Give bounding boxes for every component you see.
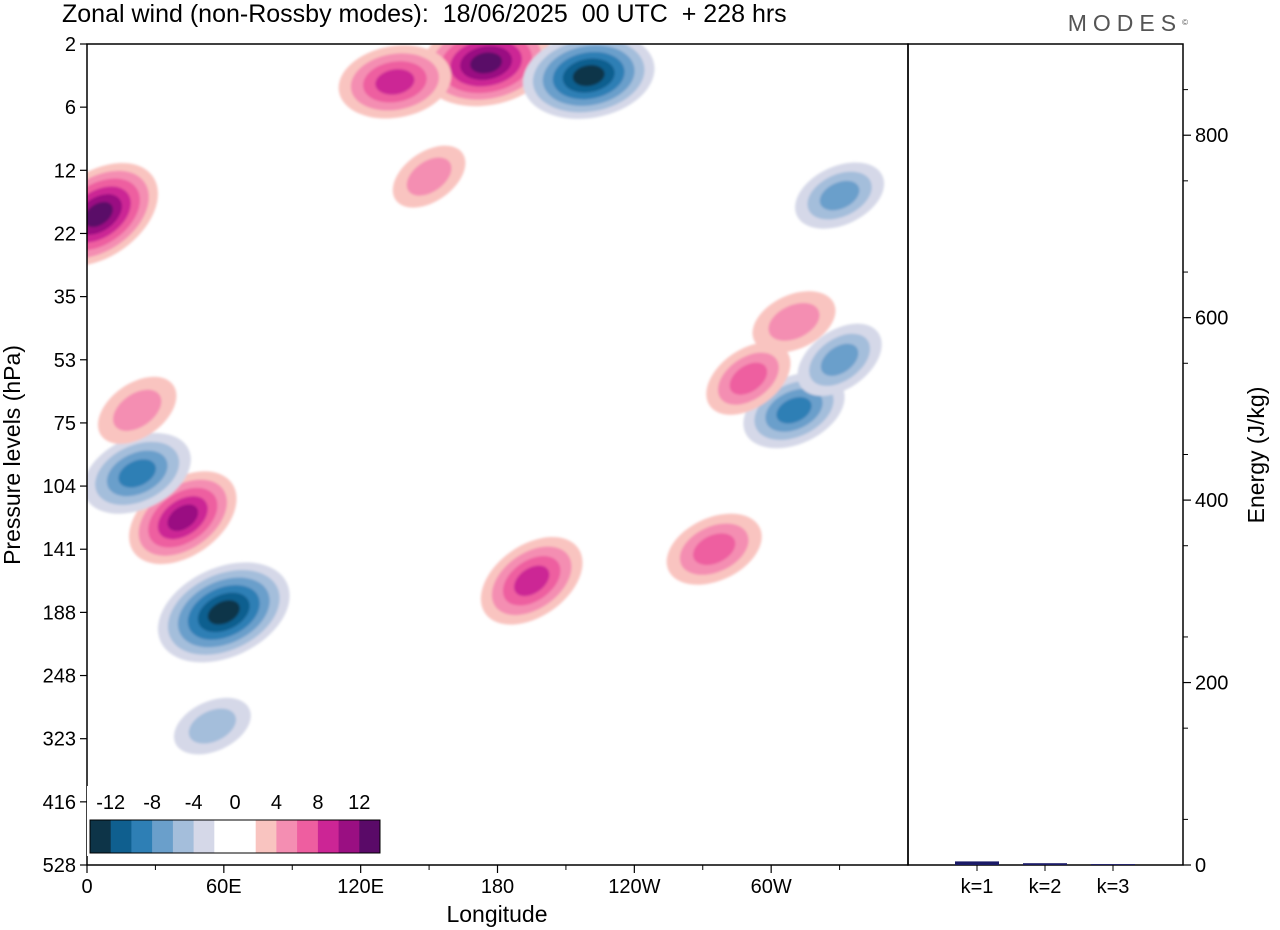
contour-patch	[572, 65, 605, 87]
energy-bar	[955, 861, 999, 865]
energy-y-tick-label: 0	[1195, 855, 1206, 877]
contour-patch	[819, 180, 860, 211]
y-tick-label: 141	[43, 539, 76, 561]
brand-logo: MODES©	[1068, 10, 1188, 36]
x-tick-label: 0	[81, 876, 92, 898]
energy-plot-frame	[907, 43, 1184, 866]
contour-patch	[188, 708, 237, 744]
contour-patch	[375, 69, 415, 95]
colorbar-label: 12	[348, 792, 370, 814]
colorbar-swatch	[276, 820, 298, 853]
y-tick-label: 416	[43, 792, 76, 814]
energy-y-tick-label: 800	[1195, 125, 1228, 147]
y-tick-label: 188	[43, 602, 76, 624]
colorbar-swatch	[214, 820, 236, 853]
contour-patch	[113, 389, 162, 431]
y-tick-label: 6	[65, 97, 76, 119]
colorbar-label: 4	[271, 792, 282, 814]
energy-bar	[1091, 864, 1135, 865]
colorbar-swatch	[90, 820, 112, 853]
contour-patch	[118, 459, 156, 488]
x-tick-label: 120E	[337, 876, 384, 898]
energy-y-tick-label: 400	[1195, 490, 1228, 512]
y-tick-label: 104	[43, 476, 76, 498]
colorbar-swatch	[255, 820, 277, 853]
x-axis-title: Longitude	[446, 901, 547, 927]
contour-patch	[406, 157, 452, 196]
y-tick-label: 248	[43, 666, 76, 688]
contour-patch	[776, 397, 812, 424]
colorbar: -12 -8 -4 0 4 8 12	[87, 786, 383, 856]
y-tick-label: 528	[43, 855, 76, 877]
energy-axis-title: Energy (J/kg)	[1243, 387, 1269, 524]
chart-title: Zonal wind (non-Rossby modes): 18/06/202…	[62, 0, 787, 28]
contour-patch	[207, 600, 240, 625]
colorbar-swatch	[152, 820, 174, 853]
contour-patch	[693, 533, 736, 566]
heatmap-plot-area	[87, 44, 885, 755]
y-tick-label: 75	[54, 413, 76, 435]
energy-y-axis: 0 200 400 600 800	[1183, 89, 1228, 877]
contour-patch	[820, 343, 859, 376]
brand-text: MODES	[1067, 10, 1183, 36]
y-axis: 2 6 12 22 35 53 75 104 141 188 248 323 416 528	[43, 34, 87, 877]
energy-x-tick-label: k=1	[961, 876, 994, 898]
contour-patch	[470, 52, 503, 74]
energy-bars	[955, 861, 1135, 865]
colorbar-label: -4	[185, 792, 203, 814]
contour-patch	[729, 362, 768, 395]
x-tick-label: 60W	[751, 876, 792, 898]
colorbar-label: -12	[96, 792, 125, 814]
contour-patch	[87, 201, 113, 228]
x-tick-label: 60E	[206, 876, 242, 898]
brand-mark: ©	[1182, 18, 1188, 27]
energy-y-tick-label: 600	[1195, 308, 1228, 330]
colorbar-swatch	[193, 820, 215, 853]
x-tick-label: 120W	[608, 876, 660, 898]
energy-x-axis: k=1 k=2 k=3	[961, 865, 1130, 898]
y-tick-label: 53	[54, 350, 76, 372]
y-tick-label: 22	[54, 223, 76, 245]
colorbar-swatch	[172, 820, 195, 853]
colorbar-swatch	[338, 820, 360, 853]
colorbar-swatch	[317, 820, 340, 853]
colorbar-swatch	[297, 820, 319, 853]
y-tick-label: 323	[43, 729, 76, 751]
colorbar-swatch	[235, 820, 257, 853]
y-tick-label: 35	[54, 287, 76, 309]
colorbar-border	[89, 819, 381, 854]
contour-patch	[513, 565, 550, 597]
colorbar-label: -8	[143, 792, 161, 814]
energy-x-tick-label: k=2	[1029, 876, 1062, 898]
energy-x-tick-label: k=3	[1097, 876, 1130, 898]
colorbar-label: 8	[312, 792, 323, 814]
colorbar-swatch	[359, 820, 381, 853]
y-axis-title: Pressure levels (hPa)	[0, 345, 25, 565]
x-axis: 0 60E 120E 180 120W 60W	[81, 865, 841, 898]
y-tick-label: 2	[65, 34, 76, 56]
colorbar-label: 0	[229, 792, 240, 814]
x-tick-label: 180	[481, 876, 514, 898]
contour-patch	[167, 504, 199, 531]
colorbar-swatch	[131, 820, 153, 853]
contour-patch	[768, 302, 820, 341]
y-tick-label: 12	[54, 160, 76, 182]
colorbar-swatch	[110, 820, 132, 853]
energy-y-tick-label: 200	[1195, 673, 1228, 695]
energy-bar	[1023, 863, 1067, 865]
